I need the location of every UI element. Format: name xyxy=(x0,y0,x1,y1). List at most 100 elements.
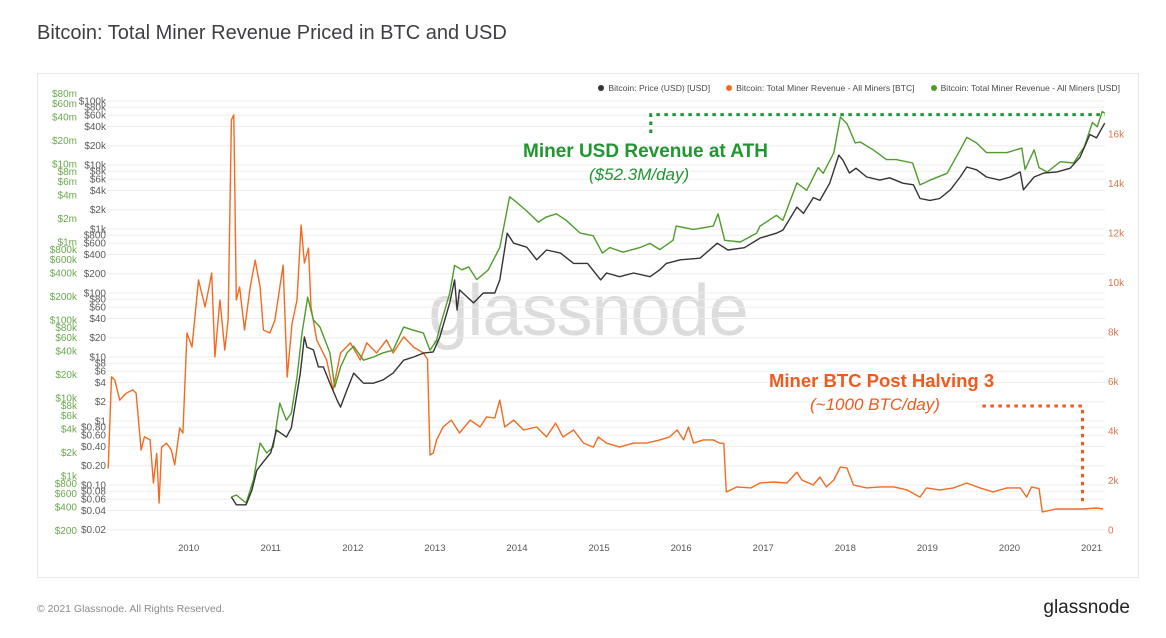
usd-axis-tick-label: $20m xyxy=(52,136,77,147)
price-axis-tick-label: $200 xyxy=(84,269,107,280)
price-axis-tick-label: $0.02 xyxy=(81,525,106,536)
annotation-lines xyxy=(649,113,1105,502)
usd-axis-tick-label: $10k xyxy=(55,394,78,405)
price-axis-tick-label: $800 xyxy=(84,231,107,242)
price-axis-tick-label: $20 xyxy=(89,333,106,344)
x-axis-tick-label: 2020 xyxy=(999,543,1020,554)
usd-axis-tick-label: $2k xyxy=(61,448,78,459)
price-axis-tick-label: $4 xyxy=(95,378,107,389)
annotation-usd-ath-subtitle: ($52.3M/day) xyxy=(589,165,690,184)
usd-axis-tick-label: $6k xyxy=(61,411,78,422)
price-axis-tick-label: $6 xyxy=(95,367,107,378)
usd-axis-tick-label: $1k xyxy=(61,472,78,483)
x-axis-tick-label: 2015 xyxy=(589,543,610,554)
usd-axis-tick-label: $600k xyxy=(50,255,78,266)
btc-axis-tick-label: 16k xyxy=(1108,130,1125,141)
usd-axis-tick-label: $800 xyxy=(55,479,78,490)
legend-label: Bitcoin: Total Miner Revenue - All Miner… xyxy=(736,83,915,93)
series-lines xyxy=(107,110,1106,513)
usd-axis-tick-label: $100k xyxy=(50,316,78,327)
price-axis-tick-label: $2k xyxy=(90,205,107,216)
price-axis-tick-label: $1k xyxy=(90,225,107,236)
legend-item-btc-revenue[interactable]: Bitcoin: Total Miner Revenue - All Miner… xyxy=(726,83,915,93)
price-axis-tick-label: $60k xyxy=(84,111,107,122)
price-axis-tick-label: $40k xyxy=(84,122,107,133)
x-axis-tick-label: 2011 xyxy=(261,543,281,554)
price-axis-tick-label: $600 xyxy=(84,239,107,250)
usd-axis-tick-label: $40m xyxy=(52,113,77,124)
x-axis-tick-label: 2021 xyxy=(1081,543,1102,554)
price-axis-tick-label: $10k xyxy=(84,161,107,172)
ath-pointer-line xyxy=(649,113,1105,133)
price-axis-tick-label: $10 xyxy=(89,353,106,364)
legend-label: Bitcoin: Total Miner Revenue - All Miner… xyxy=(940,83,1120,93)
usd-axis-tick-label: $10m xyxy=(52,160,77,171)
footer-brand-logo: glassnode xyxy=(1043,597,1130,618)
annotation-usd-ath-title: Miner USD Revenue at ATH xyxy=(523,141,768,162)
price-axis-tick-label: $0.60 xyxy=(81,431,106,442)
legend: Bitcoin: Price (USD) [USD] Bitcoin: Tota… xyxy=(598,83,1120,93)
btc-axis: 16k 14k 12k 10k 8k 6k 4k 2k 0 xyxy=(1108,130,1125,537)
x-axis-tick-label: 2012 xyxy=(342,543,363,554)
price-axis-tick-label: $1 xyxy=(95,417,107,428)
usd-axis-tick-label: $400 xyxy=(55,503,78,514)
btc-axis-tick-label: 12k xyxy=(1108,229,1125,240)
legend-label: Bitcoin: Price (USD) [USD] xyxy=(608,83,711,93)
btc-axis-tick-label: 10k xyxy=(1108,278,1125,289)
price-axis-tick-label: $400 xyxy=(84,250,107,261)
price-axis-tick-label: $100k xyxy=(79,97,107,108)
usd-axis-tick-label: $1m xyxy=(58,238,77,249)
x-axis-tick-label: 2018 xyxy=(835,543,856,554)
price-axis-tick-label: $100 xyxy=(84,289,107,300)
usd-axis-tick-label: $2m xyxy=(58,214,77,225)
price-axis-tick-label: $40 xyxy=(89,314,106,325)
legend-dot-icon xyxy=(726,85,733,91)
usd-axis: $80m$60m $40m $20m $10m$8m$6m $4m $2m $1m$800k… xyxy=(50,89,78,537)
usd-axis-tick-label: $400k xyxy=(50,269,78,280)
price-axis-tick-label: $80 xyxy=(89,295,106,306)
btc-axis-tick-label: 8k xyxy=(1108,328,1120,339)
btc-axis-tick-label: 0 xyxy=(1108,526,1114,537)
gridlines xyxy=(107,100,1105,531)
legend-dot-icon xyxy=(598,85,605,91)
usd-axis-tick-label: $60m xyxy=(52,99,77,110)
price-axis-tick-label: $8k xyxy=(90,167,107,178)
btc-axis-tick-label: 4k xyxy=(1108,427,1120,438)
price-axis: $100k$80k$60k$40k $20k $10k$8k$6k$4k $2k $1k… xyxy=(79,97,107,537)
usd-axis-tick-label: $8k xyxy=(61,401,78,412)
usd-axis-tick-label: $800k xyxy=(50,245,78,256)
usd-axis-tick-label: $200k xyxy=(50,292,78,303)
usd-axis-tick-label: $80m xyxy=(52,89,77,100)
chart-title: Bitcoin: Total Miner Revenue Priced in B… xyxy=(37,22,507,44)
usd-axis-tick-label: $4k xyxy=(61,425,78,436)
btc-axis-tick-label: 2k xyxy=(1108,476,1120,487)
legend-dot-icon xyxy=(930,85,937,91)
usd-axis-tick-label: $200 xyxy=(55,526,78,537)
x-axis-tick-label: 2010 xyxy=(178,543,199,554)
price-axis-tick-label: $0.08 xyxy=(81,487,106,498)
usd-axis-tick-label: $20k xyxy=(55,370,78,381)
usd-axis-tick-label: $80k xyxy=(55,323,78,334)
price-axis-tick-label: $60 xyxy=(89,303,106,314)
usd-axis-tick-label: $4m xyxy=(58,191,77,202)
price-axis-tick-label: $0.20 xyxy=(81,461,106,472)
price-axis-tick-label: $2 xyxy=(95,397,107,408)
usd-axis-tick-label: $6m xyxy=(58,177,77,188)
x-axis: 2010 2011 2012 2013 2014 2015 2016 2017 2018 2019… xyxy=(178,543,1102,554)
x-axis-tick-label: 2019 xyxy=(917,543,938,554)
price-axis-tick-label: $0.06 xyxy=(81,495,106,506)
x-axis-tick-label: 2014 xyxy=(506,543,527,554)
chart-frame xyxy=(37,73,1139,578)
usd-axis-tick-label: $60k xyxy=(55,333,78,344)
price-axis-tick-label: $20k xyxy=(84,141,107,152)
series-line-btc xyxy=(107,114,1104,513)
legend-item-usd-revenue[interactable]: Bitcoin: Total Miner Revenue - All Miner… xyxy=(930,83,1120,93)
price-axis-tick-label: $6k xyxy=(90,175,107,186)
price-axis-tick-label: $80k xyxy=(84,103,107,114)
usd-axis-tick-label: $40k xyxy=(55,347,78,358)
usd-axis-tick-label: $600 xyxy=(55,489,78,500)
x-axis-tick-label: 2016 xyxy=(671,543,692,554)
series-line-usd xyxy=(231,110,1106,504)
legend-item-price[interactable]: Bitcoin: Price (USD) [USD] xyxy=(598,83,710,93)
